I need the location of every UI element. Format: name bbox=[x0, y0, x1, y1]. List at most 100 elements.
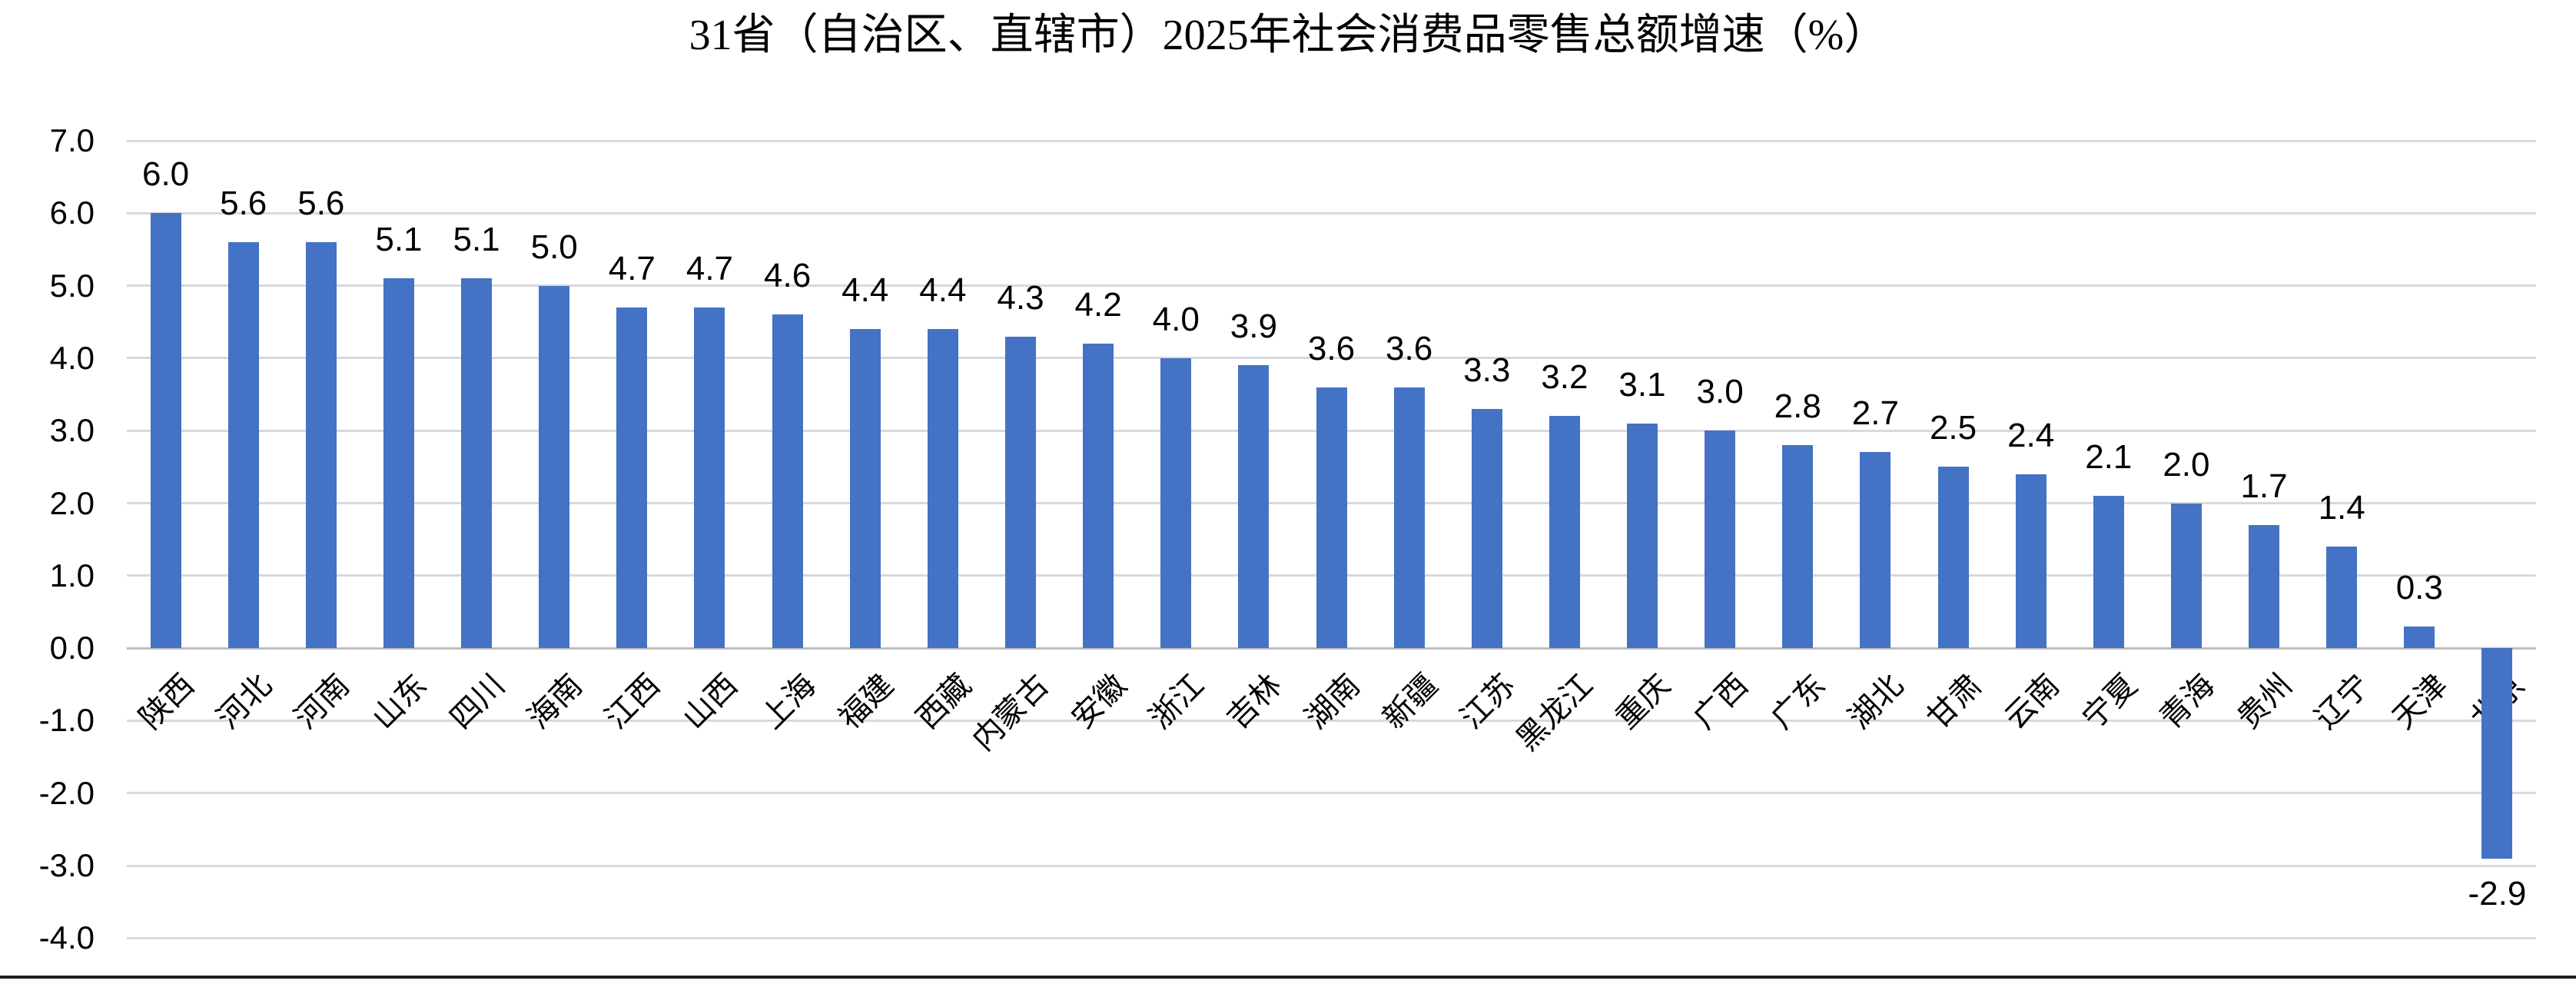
bar bbox=[2249, 524, 2280, 649]
gridline bbox=[127, 139, 2536, 142]
y-axis-tick-label: 5.0 bbox=[49, 267, 95, 304]
y-axis-tick-label: 0.0 bbox=[49, 630, 95, 667]
bar-value-label: 2.0 bbox=[2163, 445, 2210, 484]
bar bbox=[1627, 423, 1658, 649]
x-axis-category-label: 甘肃 bbox=[1920, 667, 1988, 736]
bar-value-label: 5.0 bbox=[530, 228, 578, 266]
x-axis-category-label: 上海 bbox=[754, 667, 822, 736]
x-axis-category-label: 内蒙古 bbox=[965, 667, 1056, 758]
x-axis-category-label: 宁夏 bbox=[2075, 667, 2143, 736]
x-axis-category-label: 江西 bbox=[599, 667, 667, 736]
bar-value-label: 3.1 bbox=[1618, 365, 1666, 404]
bar bbox=[1860, 452, 1891, 649]
bar-value-label: 4.7 bbox=[608, 249, 656, 288]
bar bbox=[383, 278, 414, 649]
bar bbox=[927, 329, 958, 649]
bar bbox=[1393, 387, 1425, 649]
bar-value-label: -2.9 bbox=[2468, 874, 2527, 913]
bar-value-label: 0.3 bbox=[2395, 568, 2443, 607]
y-axis-tick-label: -3.0 bbox=[38, 847, 95, 883]
x-axis-category-label: 浙江 bbox=[1142, 667, 1211, 736]
bar-value-label: 3.9 bbox=[1230, 308, 1277, 346]
y-axis-tick-label: -2.0 bbox=[38, 774, 95, 811]
bar bbox=[1238, 365, 1270, 649]
x-axis-category-label: 广西 bbox=[1686, 667, 1755, 736]
x-axis-category-label: 广东 bbox=[1764, 667, 1833, 736]
x-axis-category-label: 青海 bbox=[2153, 667, 2222, 736]
bar bbox=[2015, 474, 2047, 649]
chart-title: 31省（自治区、直辖市）2025年社会消费品零售总额增速（%） bbox=[689, 12, 1887, 59]
bar-value-label: 2.1 bbox=[2085, 438, 2133, 477]
x-axis-category-label: 四川 bbox=[443, 667, 512, 736]
bar-value-label: 3.3 bbox=[1463, 351, 1511, 389]
bar bbox=[305, 242, 337, 649]
bar-value-label: 5.6 bbox=[220, 184, 267, 223]
bar bbox=[1549, 416, 1580, 649]
bar-value-label: 2.4 bbox=[2007, 416, 2055, 454]
x-axis-category-label: 重庆 bbox=[1608, 667, 1678, 736]
y-axis-tick-label: -4.0 bbox=[38, 919, 95, 956]
gridline bbox=[127, 211, 2536, 214]
bottom-border-line bbox=[0, 976, 2576, 979]
y-axis-tick-label: 6.0 bbox=[49, 194, 95, 231]
bar bbox=[150, 213, 181, 649]
x-axis-category-label: 贵州 bbox=[2230, 667, 2299, 736]
bar-value-label: 3.6 bbox=[1386, 329, 1433, 367]
x-axis-category-label: 新疆 bbox=[1376, 667, 1444, 736]
bar-value-label: 4.2 bbox=[1074, 286, 1122, 324]
bar bbox=[227, 242, 259, 649]
bar bbox=[1471, 408, 1502, 649]
bar-value-label: 6.0 bbox=[141, 155, 190, 194]
bar bbox=[1705, 430, 1736, 649]
bar-value-label: 3.2 bbox=[1541, 358, 1588, 397]
bar bbox=[694, 307, 725, 649]
bar-value-label: 5.1 bbox=[453, 221, 500, 259]
x-axis-category-label: 福建 bbox=[832, 667, 900, 736]
x-axis-category-label: 云南 bbox=[1997, 667, 2066, 736]
bar bbox=[2326, 547, 2358, 649]
x-axis-category-label: 湖北 bbox=[1842, 667, 1910, 736]
x-axis-category-label: 辽宁 bbox=[2308, 667, 2377, 736]
x-axis-category-label: 吉林 bbox=[1220, 667, 1289, 736]
gridline bbox=[127, 284, 2536, 288]
gridline bbox=[127, 864, 2536, 867]
gridline bbox=[127, 792, 2536, 795]
bar-value-label: 4.3 bbox=[997, 278, 1044, 317]
bar-value-label: 4.6 bbox=[764, 257, 812, 295]
y-axis-tick-label: 3.0 bbox=[49, 412, 95, 449]
bar-value-label: 4.4 bbox=[919, 271, 967, 310]
bar-value-label: 4.4 bbox=[842, 271, 889, 310]
bar bbox=[1782, 445, 1814, 649]
bar bbox=[1160, 357, 1192, 649]
y-axis-tick-label: -1.0 bbox=[38, 702, 95, 739]
bar-value-label: 1.7 bbox=[2240, 467, 2288, 505]
bar bbox=[539, 285, 570, 649]
bar bbox=[2093, 496, 2124, 649]
x-axis-category-label: 河南 bbox=[287, 667, 356, 736]
bar-value-label: 4.0 bbox=[1152, 300, 1200, 338]
x-axis-category-label: 陕西 bbox=[132, 667, 201, 736]
y-axis-tick-label: 7.0 bbox=[49, 122, 95, 158]
bar-value-label: 5.1 bbox=[375, 221, 423, 259]
x-axis-category-label: 海南 bbox=[520, 667, 589, 736]
bar-value-label: 2.5 bbox=[1929, 409, 1977, 447]
y-axis-tick-label: 4.0 bbox=[49, 339, 95, 376]
x-axis-category-label: 山东 bbox=[365, 667, 434, 736]
gridline bbox=[127, 936, 2536, 939]
bar bbox=[2404, 626, 2435, 649]
bar bbox=[1937, 467, 1969, 649]
bar bbox=[2170, 503, 2202, 649]
bar-value-label: 2.8 bbox=[1774, 387, 1821, 426]
bar-value-label: 5.6 bbox=[297, 184, 345, 223]
bar-value-label: 2.7 bbox=[1851, 394, 1899, 433]
x-axis-category-label: 天津 bbox=[2386, 667, 2455, 736]
zero-axis-line bbox=[127, 647, 2536, 650]
x-axis-category-label: 湖南 bbox=[1298, 667, 1366, 736]
gridline bbox=[127, 357, 2536, 360]
bar bbox=[849, 329, 881, 649]
x-axis-category-label: 江苏 bbox=[1453, 667, 1522, 736]
x-axis-category-label: 山西 bbox=[676, 667, 745, 736]
bar-value-label: 4.7 bbox=[685, 249, 734, 288]
bar bbox=[1083, 344, 1114, 649]
